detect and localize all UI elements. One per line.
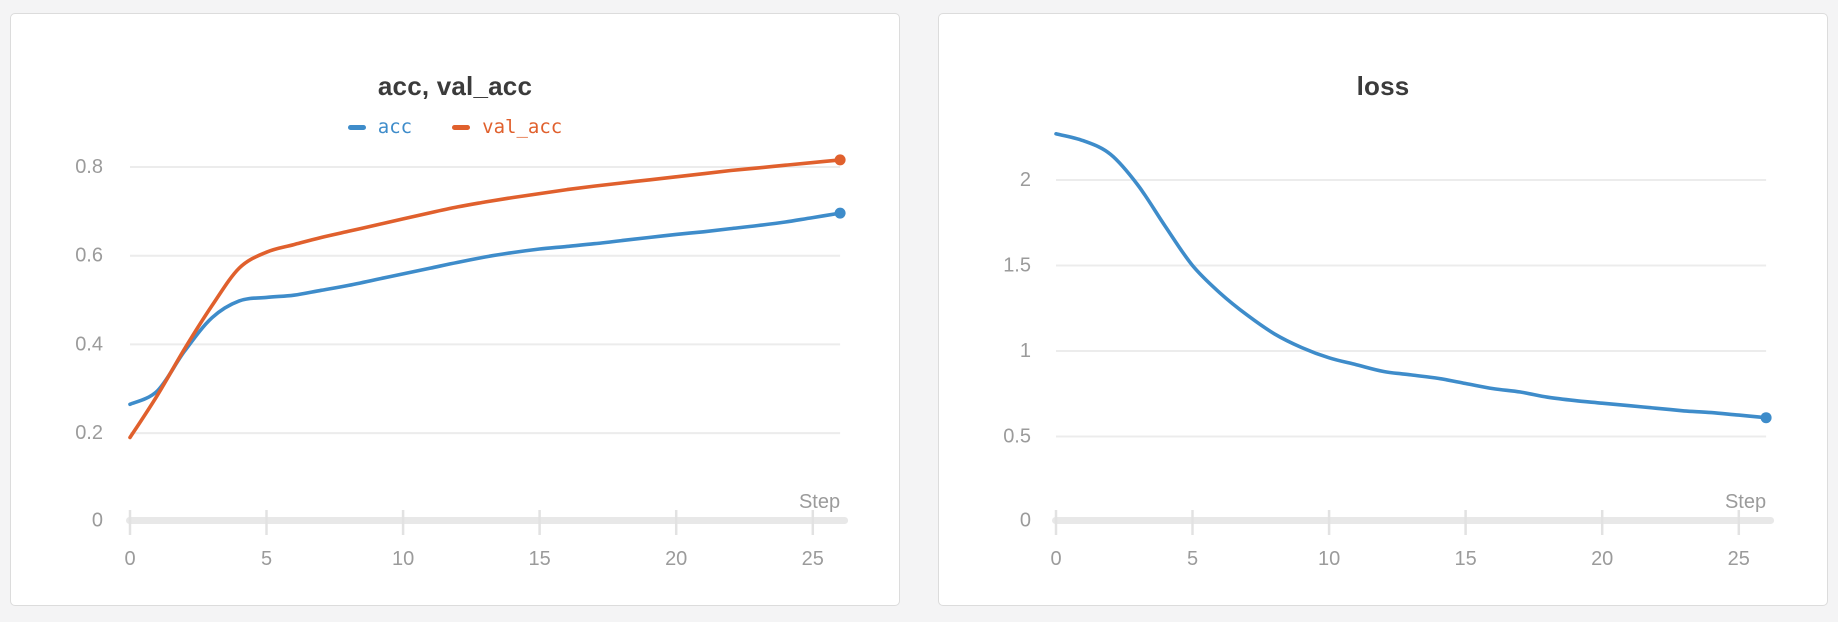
y-tick-label: 2 xyxy=(1020,169,1031,191)
chart-legend: acc val_acc xyxy=(11,115,899,139)
legend-dash-icon xyxy=(452,124,471,130)
legend-item-acc: acc xyxy=(347,116,413,138)
x-axis-bar xyxy=(126,517,849,524)
y-tick-label: 1 xyxy=(1020,340,1031,362)
series-end-dot-loss xyxy=(1760,412,1772,424)
chart-title: loss xyxy=(1356,71,1410,101)
series-end-dot-acc xyxy=(834,207,846,219)
legend-dash-icon xyxy=(347,124,366,130)
chart-panel-acc-val-acc[interactable]: acc, val_acc acc val_acc 0 5 10 15 20 25 0 0.2 0.… xyxy=(10,13,900,606)
x-tick-label: 25 xyxy=(1728,548,1750,570)
x-tick-label: 15 xyxy=(528,548,550,570)
legend-label: acc xyxy=(377,116,413,138)
legend-label: val_acc xyxy=(482,116,563,138)
x-axis-title: Step xyxy=(799,491,840,513)
x-tick-label: 0 xyxy=(1050,548,1061,570)
y-tick-label: 0.4 xyxy=(75,333,103,355)
x-tick-label: 10 xyxy=(1318,548,1340,570)
x-tick-label: 0 xyxy=(124,548,135,570)
x-tick-label: 15 xyxy=(1454,548,1476,570)
legend-item-val_acc: val_acc xyxy=(452,116,562,138)
acc-val-acc-plot[interactable]: 0 5 10 15 20 25 0 0.2 0.4 0.6 0.8 Step xyxy=(11,14,899,605)
x-axis-bar xyxy=(1052,517,1775,524)
series-line-loss xyxy=(1054,132,1768,420)
y-tick-label: 0 xyxy=(92,510,103,532)
chart-panel-loss[interactable]: loss 0 5 10 15 20 25 0 0.5 1 1.5 2 Step xyxy=(938,13,1828,606)
y-tick-label: 0.6 xyxy=(75,245,103,267)
y-tick-label: 0.8 xyxy=(75,156,103,178)
y-tick-label: 0 xyxy=(1020,510,1031,532)
x-tick-label: 10 xyxy=(392,548,414,570)
x-tick-label: 25 xyxy=(802,548,824,570)
loss-plot[interactable]: 0 5 10 15 20 25 0 0.5 1 1.5 2 Step xyxy=(939,14,1827,605)
x-axis-title: Step xyxy=(1725,491,1766,513)
x-tick-label: 20 xyxy=(1591,548,1613,570)
chart-title: acc, val_acc xyxy=(377,71,533,101)
x-tick-label: 20 xyxy=(665,548,687,570)
y-tick-label: 1.5 xyxy=(1003,255,1031,277)
x-tick-label: 5 xyxy=(261,548,272,570)
y-tick-label: 0.5 xyxy=(1003,426,1031,448)
series-end-dot-val_acc xyxy=(834,154,846,166)
y-tick-label: 0.2 xyxy=(75,422,103,444)
x-tick-label: 5 xyxy=(1187,548,1198,570)
series-line-acc xyxy=(128,211,842,407)
series-line-val_acc xyxy=(128,158,842,440)
